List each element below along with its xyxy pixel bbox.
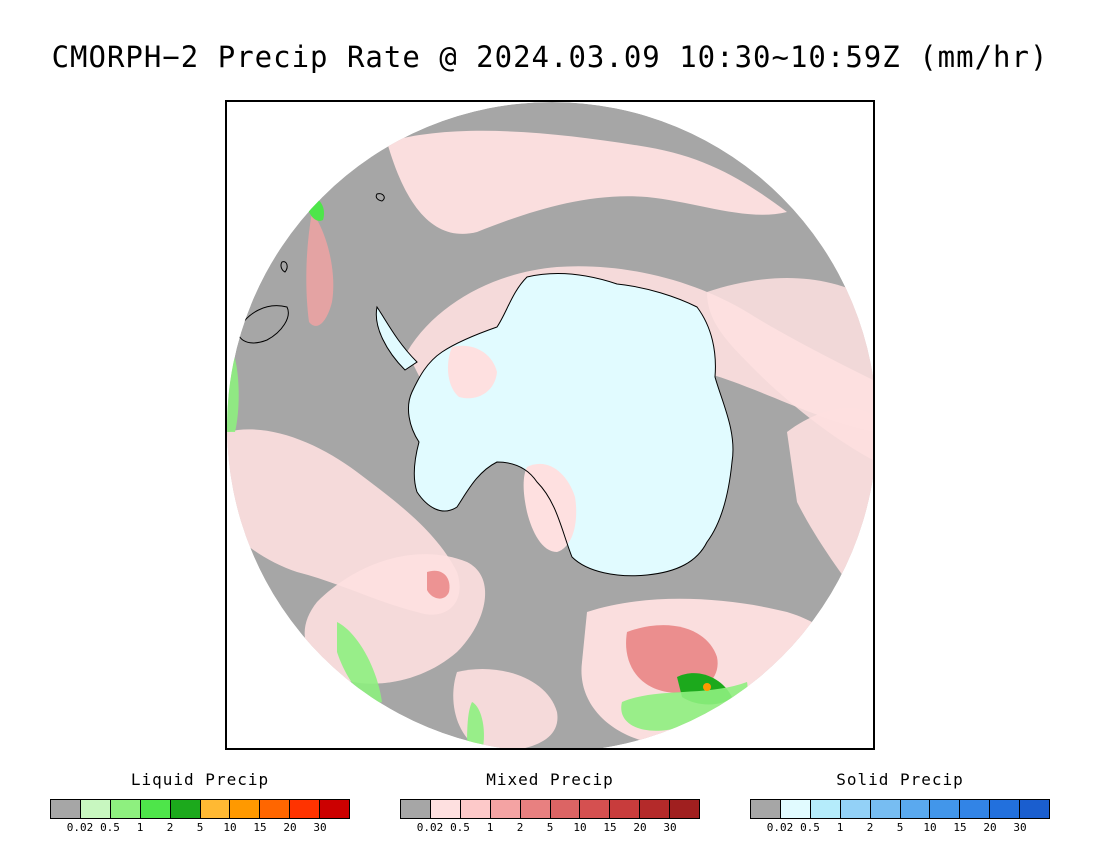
legend-ticks-liquid: 0.02 0.5 1 2 5 10 15 20 30 bbox=[50, 821, 350, 835]
mixed-precip-core-southwest bbox=[427, 570, 450, 599]
legend-tick-label: 30 bbox=[313, 821, 327, 834]
legend-swatch bbox=[580, 800, 611, 818]
legend-liquid: Liquid Precip 0.02 0.5 1 2 5 10 15 20 30 bbox=[50, 770, 350, 835]
legend-swatch bbox=[900, 800, 931, 818]
legend-tick-label: 10 bbox=[223, 821, 237, 834]
liquid-precip-south-light bbox=[621, 682, 748, 731]
legend-swatch bbox=[110, 800, 141, 818]
legend-tick-label: 20 bbox=[633, 821, 647, 834]
legend-tick-label: 0.5 bbox=[100, 821, 120, 834]
legend-title-mixed: Mixed Precip bbox=[486, 770, 614, 789]
liquid-precip-southwest bbox=[337, 622, 382, 703]
antarctica-coastline bbox=[408, 273, 734, 577]
legend-tick-label: 1 bbox=[136, 821, 144, 834]
legend-tick-label: 20 bbox=[983, 821, 997, 834]
weddell-sea-mixed bbox=[447, 345, 497, 399]
legend-tick-label: 30 bbox=[663, 821, 677, 834]
legend-swatches-solid bbox=[750, 799, 1050, 819]
legend-swatch bbox=[780, 800, 811, 818]
legend-swatch bbox=[140, 800, 171, 818]
antarctic-peninsula-coast bbox=[375, 305, 418, 371]
legend-mixed: Mixed Precip 0.02 0.5 1 2 5 10 15 20 30 bbox=[400, 770, 700, 835]
map-title: CMORPH−2 Precip Rate @ 2024.03.09 10:30~… bbox=[51, 40, 1049, 74]
legend-swatch bbox=[840, 800, 871, 818]
legend-swatch bbox=[170, 800, 201, 818]
legend-title-liquid: Liquid Precip bbox=[130, 770, 270, 789]
polar-map bbox=[225, 100, 875, 750]
legend-swatch bbox=[230, 800, 261, 818]
legend-title-solid: Solid Precip bbox=[836, 770, 964, 789]
legend-tick-label: 1 bbox=[486, 821, 494, 834]
legend-tick-label: 10 bbox=[923, 821, 937, 834]
legend-swatch bbox=[460, 800, 491, 818]
legend-tick-label: 5 bbox=[546, 821, 554, 834]
legend-swatch bbox=[290, 800, 321, 818]
heavy-precip-dot bbox=[703, 683, 711, 691]
island-outline-1 bbox=[280, 261, 288, 273]
legend-tick-label: 0.02 bbox=[66, 821, 94, 834]
legend-tick-label: 15 bbox=[253, 821, 267, 834]
legend-swatch bbox=[320, 800, 350, 818]
legend-tick-label: 0.5 bbox=[450, 821, 470, 834]
legend-tick-label: 20 bbox=[283, 821, 297, 834]
legend-swatch bbox=[751, 800, 781, 818]
legend-swatch bbox=[870, 800, 901, 818]
legend-swatch bbox=[490, 800, 521, 818]
legend-swatch bbox=[610, 800, 641, 818]
legend-swatch bbox=[260, 800, 291, 818]
legend-tick-label: 2 bbox=[516, 821, 524, 834]
legend-ticks-solid: 0.02 0.5 1 2 5 10 15 20 30 bbox=[750, 821, 1050, 835]
legend-tick-label: 15 bbox=[603, 821, 617, 834]
legend-swatch bbox=[930, 800, 961, 818]
legend-swatch bbox=[960, 800, 991, 818]
liquid-precip-bottom bbox=[467, 702, 484, 748]
legend-swatch bbox=[520, 800, 551, 818]
legend-ticks-mixed: 0.02 0.5 1 2 5 10 15 20 30 bbox=[400, 821, 700, 835]
legend-tick-label: 15 bbox=[953, 821, 967, 834]
precip-map-canvas bbox=[227, 102, 873, 748]
mixed-precip-region-top bbox=[387, 130, 787, 234]
legend-tick-label: 0.5 bbox=[800, 821, 820, 834]
legend-tick-label: 5 bbox=[196, 821, 204, 834]
legend-tick-label: 30 bbox=[1013, 821, 1027, 834]
legend-swatch bbox=[51, 800, 81, 818]
legend-swatch bbox=[550, 800, 581, 818]
legend-solid: Solid Precip 0.02 0.5 1 2 5 10 15 20 30 bbox=[750, 770, 1050, 835]
mixed-precip-streak-northwest bbox=[306, 212, 334, 326]
legend-tick-label: 0.02 bbox=[416, 821, 444, 834]
legend-swatch bbox=[80, 800, 111, 818]
legend-swatch bbox=[1020, 800, 1050, 818]
legend-swatches-liquid bbox=[50, 799, 350, 819]
antarctica-ice-sheet bbox=[408, 273, 734, 576]
legend-tick-label: 0.02 bbox=[766, 821, 794, 834]
legend-swatch bbox=[401, 800, 431, 818]
legend-swatch bbox=[990, 800, 1021, 818]
legend-swatch bbox=[200, 800, 231, 818]
south-america-coastline bbox=[236, 305, 289, 344]
legend-swatch bbox=[670, 800, 700, 818]
legend-swatch bbox=[430, 800, 461, 818]
legend-tick-label: 10 bbox=[573, 821, 587, 834]
island-outline-2 bbox=[375, 193, 385, 202]
legend-swatch bbox=[640, 800, 671, 818]
legend-tick-label: 2 bbox=[866, 821, 874, 834]
legend-tick-label: 1 bbox=[836, 821, 844, 834]
legend-swatch bbox=[810, 800, 841, 818]
legend-swatches-mixed bbox=[400, 799, 700, 819]
legend-tick-label: 2 bbox=[166, 821, 174, 834]
legend-tick-label: 5 bbox=[896, 821, 904, 834]
